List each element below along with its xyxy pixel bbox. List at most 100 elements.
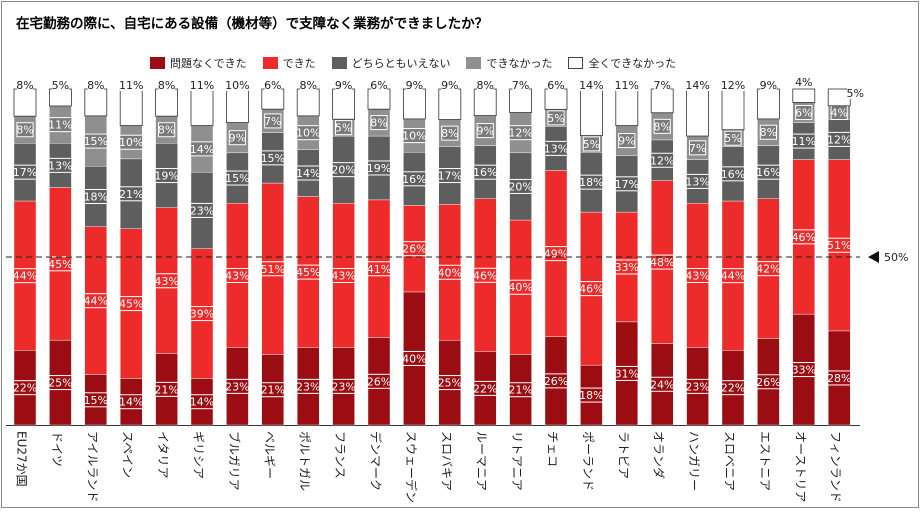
data-label-box	[686, 78, 709, 91]
data-label: 12%	[721, 79, 745, 92]
bar-segment	[509, 88, 533, 113]
legend-swatch	[466, 57, 482, 69]
category-label: ドイツ	[50, 431, 64, 467]
data-label-box	[614, 259, 639, 275]
data-label: 15%	[84, 394, 108, 407]
data-label-box	[119, 296, 144, 312]
data-label-box	[473, 267, 498, 283]
chart-title: 在宅勤務の際に、自宅にある設備（機材等）で支障なく業務ができましたか？	[16, 16, 489, 32]
category-label: ポーランド	[581, 431, 595, 491]
data-label: 9%	[476, 125, 493, 138]
data-label: 25%	[48, 377, 72, 390]
data-label-box	[260, 150, 285, 166]
data-label-box	[119, 394, 144, 410]
category-label: スウェーデン	[404, 431, 419, 503]
data-label: 25%	[438, 377, 462, 390]
bar-segment	[402, 88, 426, 120]
data-label-box	[16, 78, 34, 91]
data-label: 16%	[473, 166, 497, 179]
data-label-box	[685, 173, 710, 189]
data-label-box	[48, 375, 73, 391]
data-label-box	[512, 78, 529, 91]
data-label: 26%	[367, 375, 391, 388]
data-label: 39%	[190, 308, 214, 321]
data-label: 12%	[827, 133, 851, 146]
data-label-box	[119, 134, 144, 150]
data-label-box	[119, 186, 144, 202]
data-label-box	[721, 78, 745, 91]
data-label-box	[476, 123, 494, 139]
data-label-box	[615, 78, 639, 91]
data-label-box	[791, 133, 816, 149]
legend-item: 全くできなかった	[568, 55, 676, 71]
reference-arrow-icon	[868, 251, 879, 263]
data-label: 10%	[402, 130, 426, 143]
data-label: 21%	[119, 188, 143, 201]
data-label-box	[402, 171, 427, 187]
data-label-box	[721, 380, 745, 396]
data-label-box	[473, 380, 498, 396]
bar-segment	[190, 88, 214, 126]
data-label-box	[225, 267, 250, 283]
data-label-box	[370, 115, 388, 131]
data-label-box	[154, 381, 179, 397]
data-label: 40%	[438, 266, 462, 279]
data-label-box	[83, 392, 108, 408]
data-label-box	[508, 279, 533, 295]
category-label: フィンランド	[829, 431, 843, 503]
category-label: デンマーク	[369, 431, 384, 491]
data-label-box	[508, 178, 533, 194]
legend-swatch	[150, 57, 165, 69]
category-label: EU27か国	[15, 431, 29, 487]
data-label: 9%	[441, 79, 458, 92]
category-label: エストニア	[758, 431, 772, 491]
data-label: 23%	[331, 380, 355, 393]
category-label: ギリシア	[192, 431, 206, 479]
data-label: 20%	[331, 164, 355, 177]
data-label: 51%	[261, 263, 285, 276]
data-label: 4%	[795, 76, 812, 89]
data-label: 5%	[724, 132, 741, 145]
data-label-box	[477, 78, 494, 91]
bar-segment	[544, 88, 568, 110]
bar-segment	[438, 88, 462, 120]
bar-segment	[119, 88, 143, 126]
data-label-box	[158, 78, 175, 91]
bar-segment	[261, 88, 285, 110]
data-label-box	[653, 118, 671, 134]
data-label-box	[547, 110, 565, 126]
bar-segment	[84, 88, 108, 117]
data-label-box	[16, 122, 34, 138]
data-label: 48%	[650, 256, 674, 269]
data-label-box	[296, 165, 321, 181]
data-label-box	[402, 241, 427, 257]
data-label-box	[689, 140, 707, 156]
data-label-box	[650, 376, 675, 392]
data-label-box	[614, 176, 639, 192]
data-label: 17%	[438, 170, 462, 183]
legend-item: 問題なくできた	[150, 55, 247, 71]
data-label: 46%	[579, 283, 603, 296]
data-label: 23%	[225, 380, 249, 393]
data-label: 14%	[119, 396, 143, 409]
legend-item: どちらともいえない	[331, 55, 450, 71]
data-label: 51%	[827, 239, 851, 252]
data-label: 6%	[795, 107, 812, 120]
data-label-box	[508, 125, 533, 141]
data-label: 42%	[756, 263, 780, 276]
data-label-box	[190, 394, 214, 410]
data-label: 26%	[402, 243, 426, 256]
data-label: 20%	[508, 180, 532, 193]
data-label-box	[13, 380, 37, 396]
data-label: 19%	[367, 162, 391, 175]
data-label: 11%	[190, 79, 214, 92]
data-label-box	[721, 268, 745, 284]
data-label: 12%	[650, 154, 674, 167]
data-label: 10%	[225, 79, 249, 92]
data-label: 8%	[299, 79, 316, 92]
category-label: スペイン	[121, 431, 135, 478]
legend-item: できなかった	[466, 55, 552, 71]
data-label: 10%	[296, 127, 320, 140]
data-label: 14%	[579, 79, 603, 92]
data-label-box	[614, 365, 639, 381]
